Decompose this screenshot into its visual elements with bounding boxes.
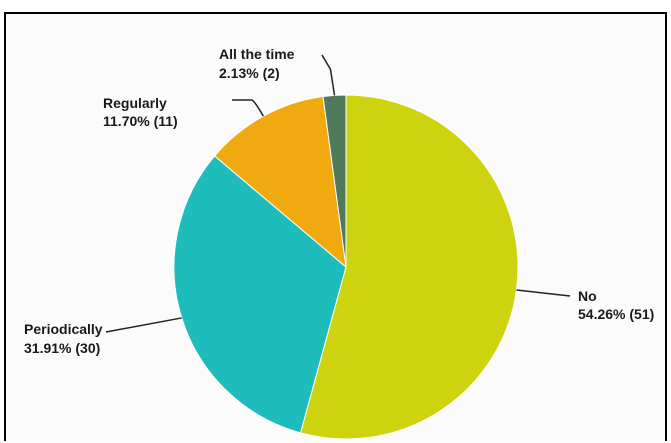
pie-slices — [173, 94, 519, 440]
slice-value-all-the-time: 2.13% (2) — [219, 65, 280, 81]
leader-line-regularly — [232, 99, 264, 117]
slice-label-all-the-time: All the time — [219, 46, 295, 62]
leader-line-periodically — [105, 317, 182, 333]
slice-label-periodically: Periodically — [24, 321, 103, 337]
leader-line-no — [516, 289, 571, 297]
leader-line-all-the-time — [321, 54, 336, 96]
slice-value-regularly: 11.70% (11) — [103, 113, 178, 129]
pie-slice-all-the-time — [322, 94, 347, 268]
pie-slice-periodically — [173, 155, 347, 434]
slice-label-no: No — [578, 288, 597, 304]
slice-label-regularly: Regularly — [103, 95, 167, 111]
slice-value-no: 54.26% (51) — [578, 306, 654, 322]
leader-lines — [105, 54, 571, 333]
slice-value-periodically: 31.91% (30) — [24, 340, 100, 356]
